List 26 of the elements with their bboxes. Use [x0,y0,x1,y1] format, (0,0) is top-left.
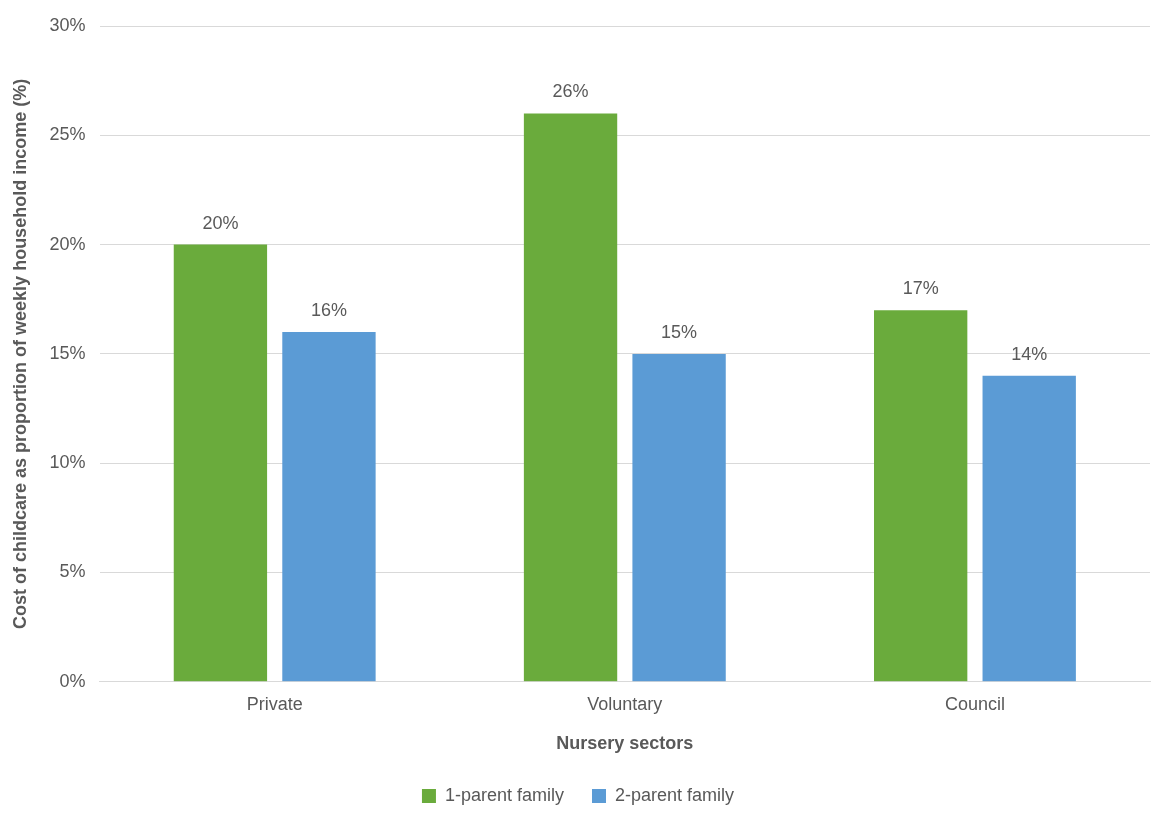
legend-label: 1-parent family [444,784,565,805]
y-tick-label: 0% [59,670,86,691]
y-tick-label: 30% [49,14,86,35]
bar [982,375,1076,682]
data-label: 15% [661,321,698,342]
y-tick-label: 20% [49,233,86,254]
bar [173,244,268,682]
x-tick-label: Council [944,693,1005,714]
bar [632,353,726,682]
y-tick-label: 5% [59,561,86,582]
data-label: 16% [310,300,347,321]
data-label: 17% [902,278,939,299]
y-tick-label: 25% [49,124,86,145]
x-axis-title: Nursery sectors [556,733,694,754]
bar [282,332,376,682]
y-tick-label: 15% [49,342,86,363]
data-label: 26% [552,81,589,102]
y-axis-title: Cost of childcare as proportion of weekly household income (%) [9,78,30,629]
data-label: 20% [202,212,239,233]
data-label: 14% [1011,343,1048,364]
legend-label: 2-parent family [615,784,735,805]
bar [874,310,968,682]
x-tick-label: Voluntary [587,693,663,714]
bar [523,113,618,682]
x-tick-label: Private [246,693,303,714]
y-tick-label: 10% [49,452,86,473]
